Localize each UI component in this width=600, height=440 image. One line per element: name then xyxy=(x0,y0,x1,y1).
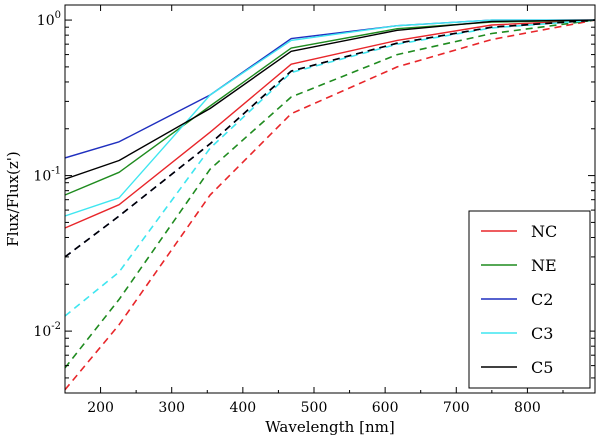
x-tick-label: 800 xyxy=(514,400,541,416)
legend-label-nc: NC xyxy=(531,222,557,241)
x-axis-title: Wavelength [nm] xyxy=(265,418,394,436)
y-tick-label: 10-1 xyxy=(33,166,61,185)
series-line-c5-solid xyxy=(65,19,595,180)
y-tick-exponent: -2 xyxy=(51,321,61,332)
series-line-nc-solid xyxy=(65,19,595,229)
x-tick-label: 300 xyxy=(158,400,185,416)
x-tick-label: 500 xyxy=(301,400,328,416)
y-axis-title: Flux/Flux(z') xyxy=(4,151,22,246)
legend-label-ne: NE xyxy=(531,256,557,275)
series-line-c5-dashed xyxy=(65,19,595,258)
x-tick-label: 700 xyxy=(443,400,470,416)
legend-label-c2: C2 xyxy=(531,290,553,309)
plot-frame xyxy=(64,4,596,394)
y-tick-exponent: -1 xyxy=(51,166,61,177)
series-line-nc-dashed xyxy=(65,19,595,391)
series-line-c3-solid xyxy=(65,19,595,217)
x-tick-label: 200 xyxy=(87,400,114,416)
y-tick-exponent: 0 xyxy=(55,10,61,21)
x-tick-label: 600 xyxy=(372,400,399,416)
series-line-ne-dashed xyxy=(65,19,595,369)
legend-label-c5: C5 xyxy=(531,358,553,377)
legend-label-c3: C3 xyxy=(531,324,553,343)
y-tick-label: 10-2 xyxy=(33,321,61,340)
x-tick-label: 400 xyxy=(229,400,256,416)
y-tick-label: 100 xyxy=(37,10,61,29)
